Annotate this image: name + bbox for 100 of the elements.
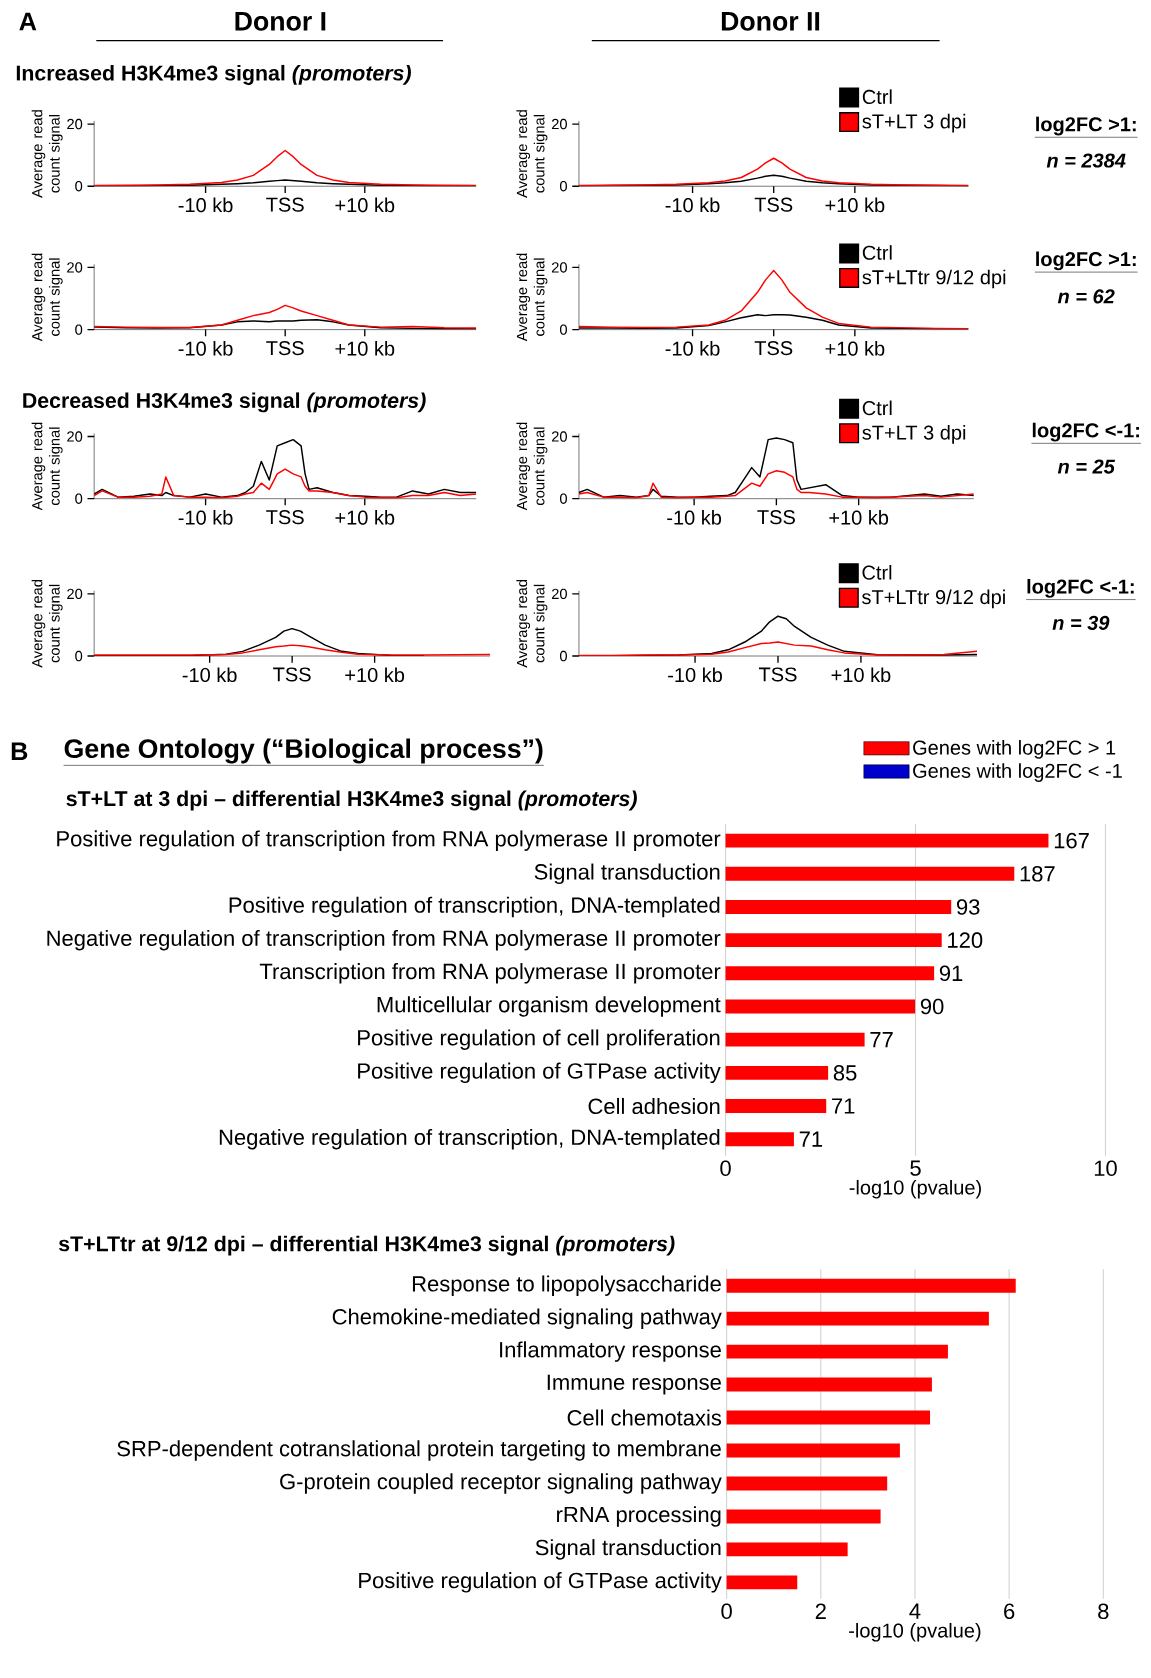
y-tick-label: 0 [74,324,82,335]
x-axis-title: -log10 (pvalue) [848,1622,981,1642]
x-tick-label: 10 [1094,1160,1117,1177]
chart-subtitle: Increased H3K4me3 signal (promoters) [16,64,411,85]
y-tick-label: Immune response [547,1374,721,1395]
x-tick-label: +10 kb [335,197,395,213]
x-tick-label: -10 kb [178,341,233,356]
bar [725,833,1049,848]
x-tick-label: +10 kb [335,341,395,356]
y-tick-label: 20 [66,588,82,600]
annotation: 71 [831,1098,855,1114]
y-tick-label: Positive regulation of cell proliferation [357,1029,720,1050]
y-axis-title: Average read count signal [31,253,63,342]
annotation: 90 [920,998,944,1015]
y-axis-title: Average read count signal [31,580,63,668]
x-tick-label: +10 kb [345,667,404,683]
y-tick-label: rRNA processing [556,1506,721,1527]
bar [725,933,942,948]
y-tick-label: 20 [66,118,82,130]
x-tick-label: TSS [757,510,795,525]
bar [725,900,951,914]
x-tick-label: 8 [1097,1603,1109,1620]
y-tick-label: Positive regulation of transcription from RNA polymerase II promoter [57,830,721,851]
x-tick-label: -10 kb [178,510,233,525]
y-tick-label: 0 [74,650,82,662]
x-tick-label: 2 [815,1603,826,1619]
y-tick-label: Negative regulation of transcription, DNA-templated [219,1128,720,1150]
legend-label: Ctrl [862,89,892,105]
y-tick-label: G-protein coupled receptor signaling pathway [279,1473,722,1494]
y-tick-label: Negative regulation of transcription from RNA polymerase II promoter [47,929,721,951]
x-tick-label: +10 kb [825,197,885,213]
text: n = 2384 [1046,153,1126,168]
y-axis-title: Average read count signal [516,580,548,668]
annotation: 93 [956,899,980,915]
legend-label: sT+LTtr 9/12 dpi [861,589,1005,609]
y-tick-label: Multicellular organism development [377,996,721,1017]
y-axis-title: Average read count signal [516,110,548,198]
y-tick-label: Signal transduction [535,1539,721,1560]
x-tick-label: TSS [265,510,304,525]
x-tick-label: TSS [758,667,797,682]
y-tick-label: Inflammatory response [499,1341,721,1362]
y-tick-label: Transcription from RNA polymerase II promoter [259,963,721,984]
bar [726,1476,887,1491]
legend-label: sT+LT 3 dpi [862,425,965,444]
annotation: 71 [799,1131,822,1147]
legend-label: Genes with log2FC > 1 [912,740,1115,759]
text: sT+LTtr at 9/12 dpi – differential H3K4me3 signal (promoters) [58,1235,675,1256]
y-tick-label: SRP-dependent cotranslational protein targeting to membrane [117,1440,721,1461]
y-axis-title: Average read count signal [516,422,548,511]
y-tick-label: Cell adhesion [588,1097,720,1115]
x-tick-label: TSS [272,667,311,682]
bar [726,1344,948,1359]
bar [725,999,915,1014]
bar [725,866,1015,881]
y-tick-label: 0 [559,493,567,504]
bar [725,1065,828,1080]
y-tick-label: 0 [74,493,82,504]
x-tick-label: 4 [909,1603,921,1619]
x-tick-label: +10 kb [825,341,885,356]
bar [726,1575,798,1590]
y-tick-label: 0 [559,324,567,335]
text: A [19,12,37,31]
chart-subtitle: Decreased H3K4me3 signal (promoters) [23,392,426,413]
x-tick-label: -10 kb [665,197,720,213]
x-tick-label: TSS [754,197,793,212]
x-tick-label: -10 kb [667,667,722,683]
text: sT+LT at 3 dpi – differential H3K4me3 signal (promoters) [66,790,637,811]
bar [726,1509,881,1524]
y-tick-label: 0 [559,181,567,192]
x-tick-label: -10 kb [182,667,237,683]
legend-label: sT+LTtr 9/12 dpi [862,269,1005,289]
text: log2FC <-1: [1032,422,1139,442]
x-axis-title: -log10 (pvalue) [849,1179,981,1199]
y-tick-label: Signal transduction [534,863,720,885]
y-tick-label: 20 [551,431,567,442]
annotation: 85 [833,1065,857,1081]
x-tick-label: 5 [910,1160,921,1176]
x-tick-label: +10 kb [831,667,891,683]
y-tick-label: 20 [551,118,567,130]
y-tick-label: Positive regulation of transcription, DNA-templated [229,896,720,918]
annotation: 91 [939,965,963,982]
text: B [11,742,28,760]
legend-label: Ctrl [862,400,892,416]
y-tick-label: Chemokine-mediated signaling pathway [332,1308,722,1329]
bar [725,1132,794,1147]
text: Gene Ontology (“Biological process”) [64,738,543,764]
x-tick-label: TSS [265,341,304,356]
x-tick-label: -10 kb [665,341,720,356]
y-tick-label: 0 [559,650,567,662]
chart-title: Donor I [235,12,326,31]
chart-title: Donor II [721,12,819,31]
y-tick-label: 0 [74,181,82,192]
y-tick-label: Response to lipopolysaccharide [412,1275,721,1296]
x-tick-label: -10 kb [666,510,721,525]
legend-label: sT+LT 3 dpi [862,113,965,133]
y-tick-label: Positive regulation of GTPase activity [357,1062,721,1084]
x-tick-label: +10 kb [335,510,395,525]
text: n = 39 [1052,615,1110,630]
bar [726,1542,848,1557]
text: log2FC >1: [1035,251,1136,271]
